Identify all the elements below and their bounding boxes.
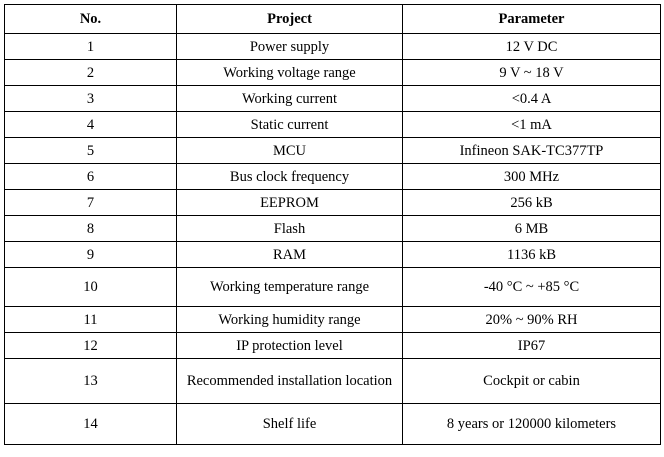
cell-parameter: IP67 [402, 332, 661, 359]
header-row: No. Project Parameter [4, 4, 661, 34]
header-no: No. [4, 4, 177, 34]
cell-no: 4 [4, 111, 177, 138]
cell-parameter: <1 mA [402, 111, 661, 138]
cell-parameter: 1136 kB [402, 241, 661, 268]
cell-no: 1 [4, 33, 177, 60]
cell-parameter: 12 V DC [402, 33, 661, 60]
cell-no: 14 [4, 403, 177, 445]
cell-no: 10 [4, 267, 177, 307]
table-row: 9 RAM 1136 kB [4, 241, 661, 268]
cell-project: Working temperature range [176, 267, 403, 307]
cell-parameter: 9 V ~ 18 V [402, 59, 661, 86]
header-project: Project [176, 4, 403, 34]
table-row: 7 EEPROM 256 kB [4, 189, 661, 216]
cell-parameter: 256 kB [402, 189, 661, 216]
table-row: 1 Power supply 12 V DC [4, 33, 661, 60]
cell-project: Working current [176, 85, 403, 112]
table-row: 13 Recommended installation location Coc… [4, 358, 661, 404]
cell-parameter: -40 °C ~ +85 °C [402, 267, 661, 307]
cell-parameter: Infineon SAK-TC377TP [402, 137, 661, 164]
cell-project: Flash [176, 215, 403, 242]
table-row: 10 Working temperature range -40 °C ~ +8… [4, 267, 661, 307]
cell-project: Working voltage range [176, 59, 403, 86]
cell-no: 13 [4, 358, 177, 404]
table-row: 6 Bus clock frequency 300 MHz [4, 163, 661, 190]
cell-project: Power supply [176, 33, 403, 60]
cell-project: MCU [176, 137, 403, 164]
table-row: 5 MCU Infineon SAK-TC377TP [4, 137, 661, 164]
table-row: 11 Working humidity range 20% ~ 90% RH [4, 306, 661, 333]
cell-no: 8 [4, 215, 177, 242]
table-row: 8 Flash 6 MB [4, 215, 661, 242]
specification-table: No. Project Parameter 1 Power supply 12 … [4, 4, 661, 445]
cell-no: 5 [4, 137, 177, 164]
cell-parameter: Cockpit or cabin [402, 358, 661, 404]
cell-parameter: <0.4 A [402, 85, 661, 112]
cell-no: 11 [4, 306, 177, 333]
cell-no: 6 [4, 163, 177, 190]
cell-no: 7 [4, 189, 177, 216]
cell-project: RAM [176, 241, 403, 268]
table-row: 4 Static current <1 mA [4, 111, 661, 138]
cell-parameter: 8 years or 120000 kilometers [402, 403, 661, 445]
table-row: 3 Working current <0.4 A [4, 85, 661, 112]
table-row: 14 Shelf life 8 years or 120000 kilomete… [4, 403, 661, 445]
cell-project: Bus clock frequency [176, 163, 403, 190]
cell-no: 2 [4, 59, 177, 86]
cell-project: Recommended installation location [176, 358, 403, 404]
header-parameter: Parameter [402, 4, 661, 34]
cell-project: Shelf life [176, 403, 403, 445]
table-row: 12 IP protection level IP67 [4, 332, 661, 359]
cell-project: Working humidity range [176, 306, 403, 333]
cell-no: 12 [4, 332, 177, 359]
cell-project: Static current [176, 111, 403, 138]
table-row: 2 Working voltage range 9 V ~ 18 V [4, 59, 661, 86]
cell-no: 3 [4, 85, 177, 112]
cell-project: IP protection level [176, 332, 403, 359]
cell-parameter: 300 MHz [402, 163, 661, 190]
cell-parameter: 6 MB [402, 215, 661, 242]
cell-parameter: 20% ~ 90% RH [402, 306, 661, 333]
cell-no: 9 [4, 241, 177, 268]
cell-project: EEPROM [176, 189, 403, 216]
